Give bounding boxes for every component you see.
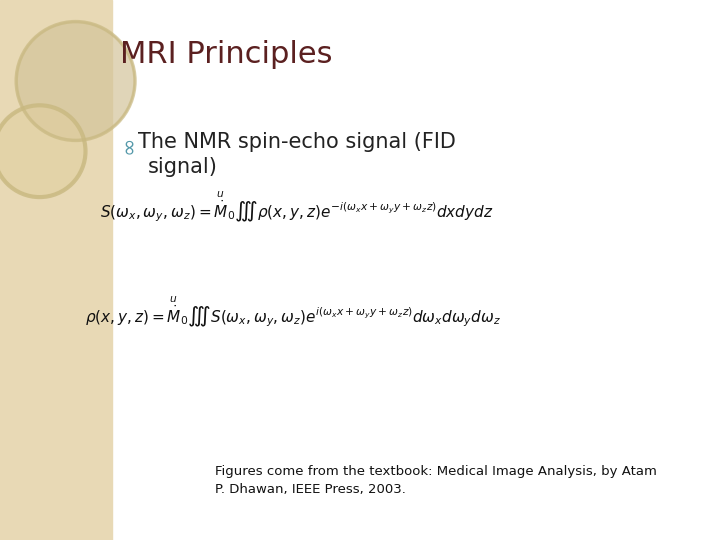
Text: $\rho(x, y, z) = \overset{u}{\dot{M}}_0 \iiint S(\omega_x, \omega_y, \omega_z)e^: $\rho(x, y, z) = \overset{u}{\dot{M}}_0 … — [85, 295, 501, 329]
Text: signal): signal) — [148, 157, 218, 177]
Circle shape — [16, 22, 135, 140]
Circle shape — [0, 105, 86, 197]
Bar — [0, 0, 112, 540]
Text: The NMR spin-echo signal (FID: The NMR spin-echo signal (FID — [138, 132, 456, 152]
Text: $S(\omega_x, \omega_y, \omega_z) = \overset{u}{\dot{M}}_0 \iiint \rho(x, y, z)e^: $S(\omega_x, \omega_y, \omega_z) = \over… — [100, 190, 494, 225]
Text: Figures come from the textbook: Medical Image Analysis, by Atam: Figures come from the textbook: Medical … — [215, 465, 657, 478]
Text: MRI Principles: MRI Principles — [120, 40, 333, 69]
Text: P. Dhawan, IEEE Press, 2003.: P. Dhawan, IEEE Press, 2003. — [215, 483, 406, 496]
Text: ∞: ∞ — [118, 135, 138, 153]
